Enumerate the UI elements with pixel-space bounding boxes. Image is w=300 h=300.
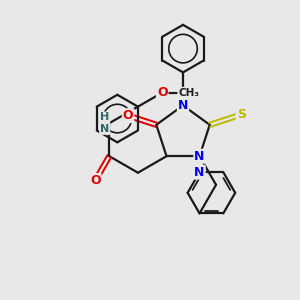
Text: H
N: H N: [100, 112, 109, 134]
Text: O: O: [123, 109, 134, 122]
Text: S: S: [237, 108, 246, 121]
Text: N: N: [194, 166, 205, 179]
Text: O: O: [90, 174, 101, 187]
Text: O: O: [157, 86, 167, 99]
Text: CH₃: CH₃: [178, 88, 199, 98]
Text: N: N: [178, 99, 188, 112]
Text: N: N: [194, 150, 205, 163]
